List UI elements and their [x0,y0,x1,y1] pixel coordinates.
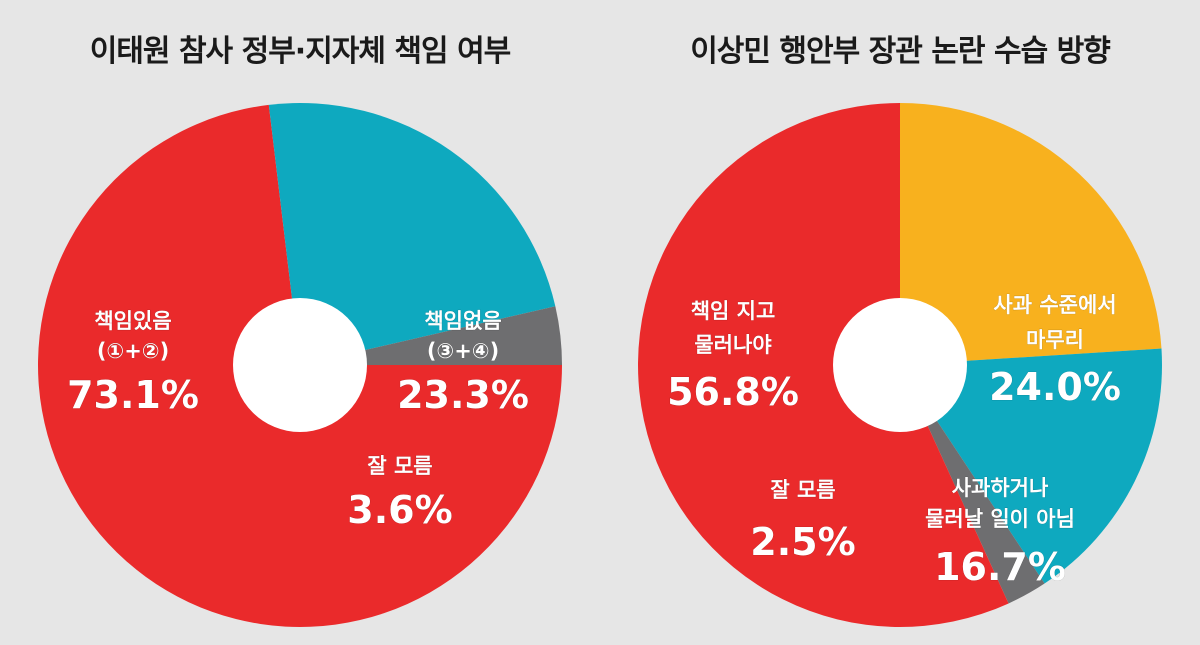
pie-2-slice-2-sublabel: 물러날 일이 아님 [925,507,1075,531]
pie-2-center-hole [833,298,967,432]
pie-2-slice-1 [900,103,1162,365]
pie-2-slice-3 [900,365,1045,604]
pie-2-slice-2-label: 사과하거나 [952,476,1049,500]
pie-2-slice-4 [638,103,1009,627]
pie-1-slice-2-label: 책임없음 [424,309,501,333]
pie-2-slice-4-label: 책임 지고 [691,299,776,323]
pie-2-slice-3-value-label: 2.5% [750,520,855,564]
pie-1-slice-3-label: 잘 모름 [367,454,432,478]
pie-1-slice-2-sublabel: (③+④) [427,339,499,363]
pie-1-slice-1-label: 책임있음 [94,309,171,333]
pie-1-slice-2-value-label: 23.3% [397,373,529,417]
pie-1-center-hole [233,298,367,432]
pie-2-slice-1-value-label: 24.0% [989,365,1121,409]
pie-2-slice-2-value-label: 16.7% [934,545,1066,589]
pie-2-slice-3-label: 잘 모름 [770,478,835,502]
pie-2-slice-1-sublabel: 마무리 [1026,328,1084,352]
pie-1-slice-3 [300,306,562,365]
chart-1-title: 이태원 참사 정부·지자체 책임 여부 [89,34,512,69]
pie-2-slice-2 [900,348,1162,584]
pie-1-slice-1-value-label: 73.1% [67,373,199,417]
chart-2-title: 이상민 행안부 장관 논란 수습 방향 [690,34,1111,69]
pie-2-slice-4-value-label: 56.8% [667,370,799,414]
pie-2-slice-4-sublabel: 물러나야 [694,333,772,357]
pie-1-slice-1-sublabel: (①+②) [97,339,169,363]
pie-chart-1: 책임있음 (①+②) 73.1% 책임없음 (③+④) 23.3% 잘 모름 3.6% [38,102,563,627]
pie-2-slice-1-label: 사과 수준에서 [993,293,1116,317]
pie-1-slice-3-value-label: 3.6% [347,488,452,532]
pie-1-slice-2 [268,102,556,365]
